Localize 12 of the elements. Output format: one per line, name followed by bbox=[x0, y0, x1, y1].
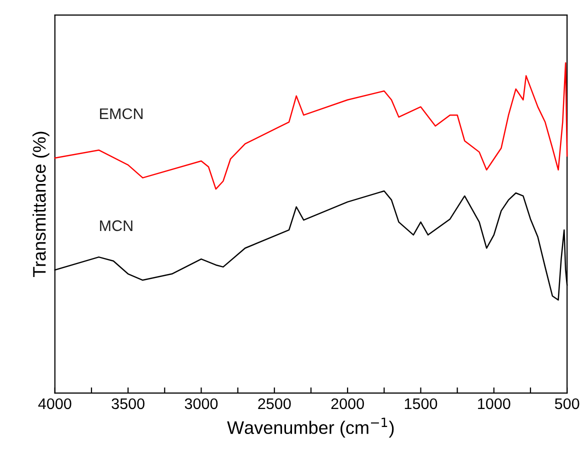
x-tick-label: 500 bbox=[554, 398, 580, 410]
x-tick-label: 3500 bbox=[112, 398, 144, 410]
x-tick-label: 2000 bbox=[331, 398, 364, 410]
y-axis-title: Transmittance (%) bbox=[32, 132, 50, 278]
x-axis-title: Wavenumber (cm$^{−1}$) bbox=[227, 418, 394, 438]
x-tick-label: 1000 bbox=[478, 398, 510, 410]
x-tick-label: 1500 bbox=[404, 398, 438, 410]
x-tick-label: 3000 bbox=[184, 398, 218, 410]
series-label: MCN bbox=[100, 220, 132, 232]
x-tick-label: 4000 bbox=[38, 398, 72, 410]
x-tick-label: 2500 bbox=[258, 398, 291, 410]
text: EMCN bbox=[100, 108, 143, 120]
